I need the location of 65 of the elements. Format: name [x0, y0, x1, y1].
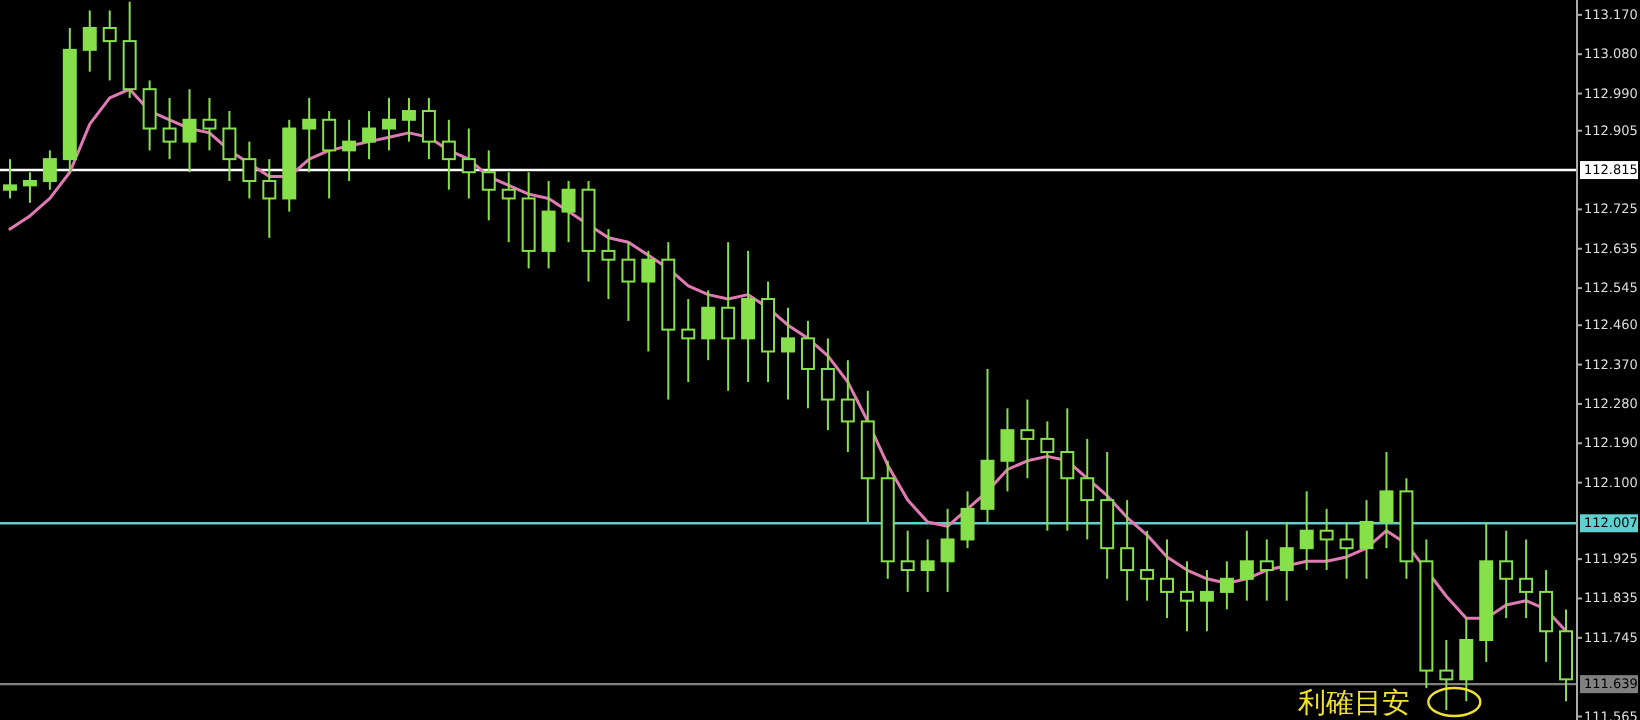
candlestick: [1020, 398, 1035, 480]
candlestick: [441, 118, 456, 191]
candlestick: [1539, 569, 1554, 663]
candlestick: [22, 171, 37, 204]
candlestick: [401, 96, 416, 143]
candlestick: [800, 319, 815, 410]
candlestick: [162, 96, 177, 161]
candlestick: [940, 507, 955, 593]
candlestick: [1459, 617, 1474, 703]
candlestick: [601, 228, 616, 301]
candlestick: [182, 88, 197, 174]
candlestick: [1339, 520, 1354, 580]
candlestick: [421, 96, 436, 161]
candlestick: [142, 79, 157, 152]
candlestick: [741, 249, 756, 384]
candlestick: [1219, 560, 1234, 611]
candlestick: [42, 149, 57, 191]
candlestick: [102, 9, 117, 82]
candlestick: [481, 149, 496, 222]
candlestick: [681, 298, 696, 384]
candlestick: [501, 171, 516, 244]
candlestick: [302, 96, 317, 174]
candlestick: [222, 110, 237, 182]
candlestick: [1259, 538, 1274, 602]
candlestick: [1120, 499, 1135, 602]
candlestick: [1319, 507, 1334, 572]
candlestick: [561, 179, 576, 244]
candlestick: [621, 241, 636, 322]
candlestick: [1519, 538, 1534, 620]
candlestick: [1499, 529, 1514, 620]
candlestick: [1060, 407, 1075, 532]
candlestick: [382, 96, 396, 152]
candlestick: [1199, 569, 1214, 633]
candlestick: [820, 337, 835, 432]
candlestick: [2, 158, 17, 200]
candlestick: [541, 179, 556, 270]
candlestick: [641, 249, 656, 353]
candlestick: [1379, 451, 1394, 550]
candlestick: [920, 538, 935, 593]
candlestick: [1000, 407, 1015, 493]
candlestick: [721, 241, 736, 392]
candlestick: [960, 490, 975, 550]
candlestick: [1299, 490, 1314, 572]
candlestick: [1279, 520, 1294, 602]
candlestick: [701, 289, 716, 362]
candlestick: [1080, 437, 1095, 541]
candlestick: [1439, 639, 1454, 711]
candlestick: [202, 96, 217, 152]
candlestick: [82, 9, 97, 73]
annotation: 利確目安: [1298, 688, 1410, 720]
candlestick: [242, 140, 257, 200]
candlestick: [1359, 499, 1374, 580]
candlestick: [1180, 560, 1194, 633]
candlestick: [840, 359, 855, 454]
candlestick: [342, 118, 357, 182]
candlestick: [1040, 420, 1055, 532]
candlestick: [461, 127, 476, 200]
candlestick: [781, 306, 795, 401]
candlestick: [322, 110, 337, 200]
candlestick: [900, 529, 915, 593]
candlestick: [1160, 538, 1175, 620]
candlestick: [362, 110, 377, 161]
candlestick: [1239, 529, 1254, 602]
candlestick: [1140, 529, 1155, 602]
candlestick: [262, 158, 277, 239]
